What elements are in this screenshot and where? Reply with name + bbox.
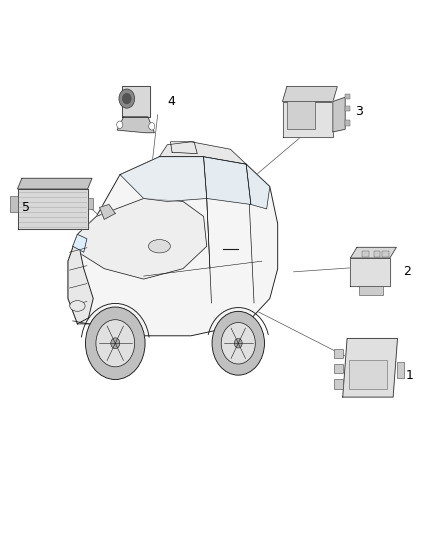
Polygon shape xyxy=(68,157,278,336)
Bar xyxy=(350,360,386,389)
Polygon shape xyxy=(99,205,115,220)
Polygon shape xyxy=(121,86,150,117)
Circle shape xyxy=(96,320,134,367)
Polygon shape xyxy=(350,247,396,258)
Circle shape xyxy=(111,338,120,349)
Circle shape xyxy=(234,338,242,348)
Polygon shape xyxy=(283,86,337,101)
Circle shape xyxy=(119,89,134,108)
Bar xyxy=(359,286,383,295)
Ellipse shape xyxy=(70,301,85,311)
Bar xyxy=(334,379,343,389)
Bar xyxy=(374,251,380,257)
Polygon shape xyxy=(18,189,88,229)
Polygon shape xyxy=(73,235,87,252)
Text: 1: 1 xyxy=(406,369,413,382)
Circle shape xyxy=(221,322,255,364)
Bar xyxy=(382,251,389,257)
Text: 3: 3 xyxy=(355,106,363,118)
Bar xyxy=(362,251,369,257)
Bar xyxy=(88,198,93,209)
Bar xyxy=(345,120,350,126)
Polygon shape xyxy=(350,258,390,286)
Bar xyxy=(287,101,315,129)
Polygon shape xyxy=(333,97,345,132)
Polygon shape xyxy=(283,101,333,137)
Polygon shape xyxy=(159,142,246,164)
Bar xyxy=(345,106,350,111)
Polygon shape xyxy=(343,338,398,397)
Bar xyxy=(334,349,343,358)
Polygon shape xyxy=(68,235,93,324)
Polygon shape xyxy=(204,157,251,205)
Ellipse shape xyxy=(148,239,170,253)
Polygon shape xyxy=(117,117,154,133)
Bar xyxy=(398,362,404,378)
Circle shape xyxy=(122,93,131,104)
Text: 4: 4 xyxy=(167,95,175,108)
Bar xyxy=(334,364,343,373)
Circle shape xyxy=(117,121,123,128)
Polygon shape xyxy=(246,164,270,209)
Polygon shape xyxy=(120,157,207,201)
Text: 2: 2 xyxy=(403,265,411,278)
Bar xyxy=(345,94,350,99)
Circle shape xyxy=(85,307,145,379)
Polygon shape xyxy=(78,198,207,279)
Bar xyxy=(10,196,18,212)
Circle shape xyxy=(212,311,265,375)
Polygon shape xyxy=(18,178,92,189)
Circle shape xyxy=(149,123,155,130)
Text: 5: 5 xyxy=(22,201,30,214)
